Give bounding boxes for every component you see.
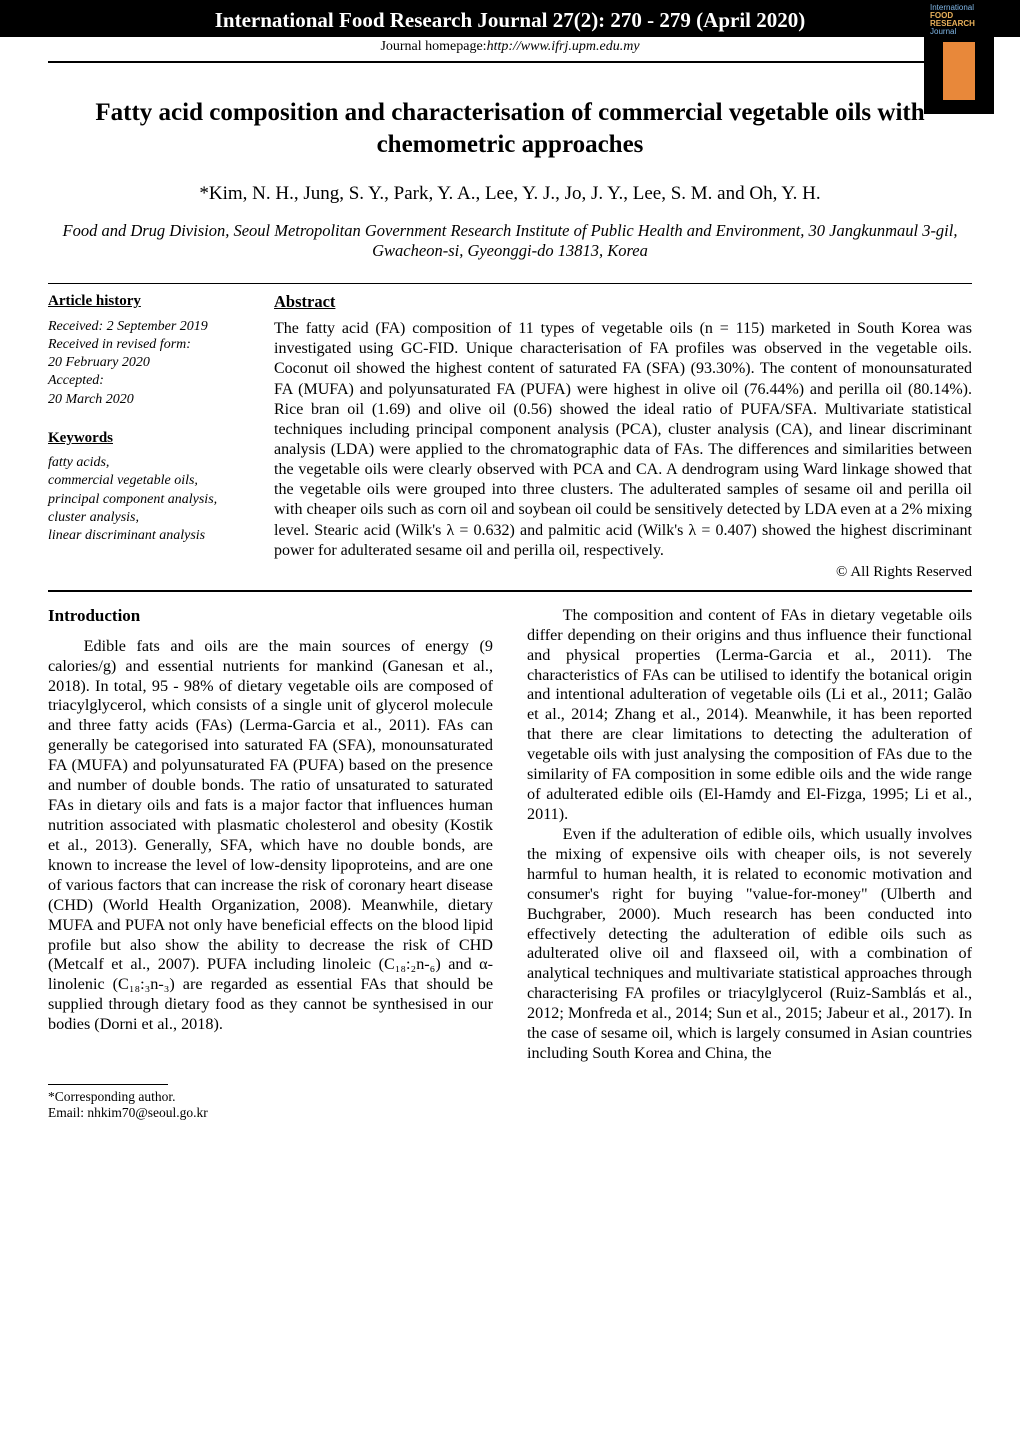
body-column-left: Introduction Edible fats and oils are th… [48, 606, 493, 1064]
abstract-meta-block: Article history Received: 2 September 20… [48, 284, 972, 590]
journal-logo-text: International FOOD RESEARCH Journal [930, 4, 988, 36]
keyword-item: linear discriminant analysis [48, 527, 258, 545]
history-accepted-date: 20 March 2020 [48, 391, 258, 409]
corresponding-author-label: *Corresponding author. [48, 1089, 1020, 1105]
history-revised-label: Received in revised form: [48, 336, 258, 354]
keyword-item: fatty acids, [48, 454, 258, 472]
logo-orange-block [943, 42, 975, 100]
intro-paragraph-3: Even if the adulteration of edible oils,… [527, 825, 972, 1064]
below-abstract-rule [48, 590, 972, 592]
keyword-item: cluster analysis, [48, 509, 258, 527]
abstract-text: The fatty acid (FA) composition of 11 ty… [274, 320, 972, 559]
logo-line3: Journal [930, 27, 956, 36]
abstract-heading: Abstract [274, 292, 972, 313]
abstract-column: Abstract The fatty acid (FA) composition… [274, 292, 972, 582]
homepage-url: http://www.ifrj.upm.edu.my [487, 39, 640, 55]
journal-logo: International FOOD RESEARCH Journal [924, 0, 994, 114]
keyword-item: principal component analysis, [48, 491, 258, 509]
intro-paragraph-1: Edible fats and oils are the main source… [48, 637, 493, 1035]
article-history-heading: Article history [48, 292, 258, 312]
body-column-right: The composition and content of FAs in di… [527, 606, 972, 1064]
footnote-block: *Corresponding author. Email: nhkim70@se… [48, 1089, 1020, 1121]
journal-header-bar: International Food Research Journal 27(2… [0, 0, 1020, 37]
logo-line2: FOOD RESEARCH [930, 11, 975, 28]
introduction-heading: Introduction [48, 606, 493, 627]
corresponding-author-email: Email: nhkim70@seoul.go.kr [48, 1105, 1020, 1121]
body-two-column: Introduction Edible fats and oils are th… [48, 606, 972, 1064]
journal-homepage-line: Journal homepage: http://www.ifrj.upm.ed… [0, 37, 1020, 61]
homepage-label: Journal homepage: [380, 39, 486, 55]
author-list: *Kim, N. H., Jung, S. Y., Park, Y. A., L… [70, 183, 950, 205]
keyword-item: commercial vegetable oils, [48, 472, 258, 490]
affiliation: Food and Drug Division, Seoul Metropolit… [60, 221, 960, 261]
top-rule [48, 61, 972, 63]
intro-paragraph-2: The composition and content of FAs in di… [527, 606, 972, 825]
keywords-heading: Keywords [48, 429, 258, 449]
footnote-rule [48, 1084, 168, 1085]
page-root: International Food Research Journal 27(2… [0, 0, 1020, 1121]
meta-sidebar: Article history Received: 2 September 20… [48, 292, 274, 582]
history-revised-date: 20 February 2020 [48, 354, 258, 372]
journal-title: International Food Research Journal 27(2… [215, 8, 806, 33]
history-accepted-label: Accepted: [48, 372, 258, 390]
history-received: Received: 2 September 2019 [48, 318, 258, 336]
paper-title: Fatty acid composition and characterisat… [90, 97, 930, 161]
rights-line: © All Rights Reserved [274, 563, 972, 582]
